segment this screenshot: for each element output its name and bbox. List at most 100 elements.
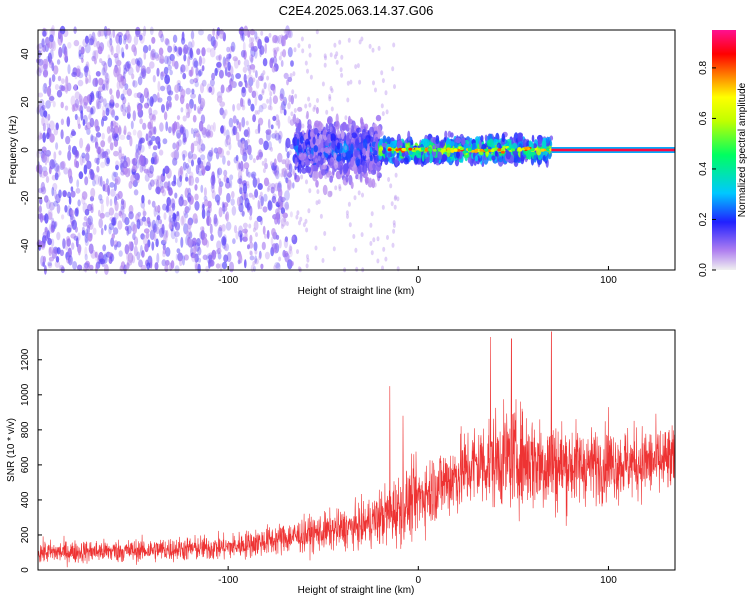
spectrogram-cell: [126, 88, 132, 97]
spectrogram-cell: [116, 89, 120, 99]
spectrogram-cell: [142, 122, 147, 130]
spectrogram-cell: [307, 208, 311, 214]
spectrogram-cell: [70, 95, 76, 107]
spectrogram-cell: [267, 185, 271, 191]
spectrogram-cell: [370, 132, 374, 137]
spectrogram-cell: [206, 47, 212, 53]
spectrogram-cell: [271, 195, 277, 204]
spectrogram-cell: [126, 60, 131, 69]
spectrogram-cell: [277, 212, 284, 219]
spectrogram-cell: [306, 147, 310, 153]
spectrogram-cell: [85, 78, 89, 84]
spectrogram-cell: [237, 169, 243, 181]
spectrogram-cell: [389, 141, 396, 148]
spectrogram-cell: [336, 155, 342, 162]
spectrogram-cell: [226, 46, 231, 53]
spectrogram-cell: [194, 184, 198, 191]
spectrogram-cell: [275, 120, 279, 126]
spectrogram-cell: [111, 217, 116, 226]
spectrogram-cell: [206, 253, 212, 264]
spectrogram-cell: [317, 199, 321, 205]
colorbar-tick-label: 0.4: [698, 162, 709, 176]
spectrogram-cell: [165, 84, 169, 90]
spectrogram-cell: [109, 182, 115, 188]
spectrogram-cell: [242, 41, 246, 53]
spectrogram-cell: [49, 96, 55, 101]
spectrogram-cell: [358, 79, 362, 85]
spectrogram-cell: [272, 95, 278, 105]
spectrogram-cell: [42, 58, 49, 70]
spectrogram-cell: [222, 203, 226, 215]
spectrogram-cell: [85, 144, 91, 151]
spectrogram-cell: [198, 68, 203, 76]
spectrogram-cell: [162, 251, 166, 258]
spectrogram-cell: [321, 153, 325, 159]
spectrogram-cell: [313, 127, 319, 135]
spectrogram-cell: [52, 182, 58, 191]
spectrogram-cell: [165, 100, 170, 112]
spectrogram-cell: [297, 43, 301, 49]
spectrogram-cell: [104, 150, 109, 160]
spectrogram-cell: [126, 111, 131, 119]
spectrogram-cell: [140, 264, 147, 271]
spectrogram-cell: [178, 257, 183, 267]
spectrogram-cell: [47, 211, 53, 221]
spectrogram-cell: [221, 112, 226, 119]
spectrogram-cell: [216, 240, 222, 250]
spectrogram-cell: [177, 46, 183, 55]
spectrogram-cell: [392, 223, 396, 228]
spectrogram-cell: [151, 135, 156, 142]
spectrogram-cell: [335, 59, 339, 65]
colorbar-label: Normalized spectral amplitude: [737, 82, 748, 217]
spectrogram-cell: [67, 224, 72, 231]
spectrogram-cell: [223, 125, 226, 136]
spectrogram-cell: [51, 220, 56, 232]
spectrogram-cell: [370, 250, 374, 256]
snr-y-tick-label: 1000: [20, 383, 31, 406]
spectrogram-cell: [172, 142, 177, 150]
spectrogram-cell: [70, 233, 77, 239]
spectrogram-cell: [245, 120, 249, 126]
spectrogram-cell: [223, 245, 228, 251]
spectrogram-cell: [90, 187, 96, 198]
spectrogram-cell: [450, 149, 455, 153]
spectrogram-cell: [224, 138, 229, 148]
spectrogram-cell: [246, 138, 250, 144]
spectrogram-cell: [99, 198, 104, 204]
spectrogram-cell: [185, 87, 191, 95]
spectrogram-ticks: -100 0 100 -40 -20 0 20 40: [20, 48, 617, 286]
spectrogram-cell: [115, 164, 119, 171]
spectrogram-cell: [67, 42, 72, 49]
spectrogram-cell: [87, 215, 93, 226]
spectrogram-cell: [185, 162, 189, 169]
spectrogram-cell: [197, 246, 202, 256]
spectrogram-cell: [253, 241, 258, 252]
spectrogram-cell: [193, 60, 199, 68]
spectrogram-cell: [329, 85, 333, 91]
spectrogram-cell: [122, 160, 128, 169]
spectrogram-cell: [218, 29, 225, 39]
spectrogram-cell: [74, 98, 80, 108]
spectrogram-cell: [103, 62, 108, 73]
spectrogram-cell: [281, 100, 286, 111]
spectrogram-cell: [109, 108, 115, 116]
spectrogram-cell: [340, 72, 344, 78]
spectrogram-cell: [369, 222, 373, 228]
spectrogram-cell: [118, 78, 125, 89]
spectrogram-cell: [381, 265, 384, 271]
spectrogram-cell: [517, 132, 523, 144]
spectrogram-cell: [283, 170, 288, 180]
spectrogram-cell: [350, 143, 354, 155]
spectrogram-cell: [55, 193, 61, 204]
spectrogram-cell: [323, 53, 327, 59]
spectrogram-cell: [111, 109, 116, 118]
spectrogram-cell: [243, 162, 250, 170]
spectrogram-cell: [153, 232, 157, 242]
spectrogram-cell: [333, 152, 337, 160]
spectrogram-cell: [156, 252, 160, 264]
spectrogram-cell: [237, 252, 243, 261]
spectrogram-cell: [144, 102, 150, 109]
spectrogram-cell: [149, 229, 155, 241]
spectrogram-cell: [216, 61, 222, 68]
spectrogram-cell: [46, 127, 51, 134]
